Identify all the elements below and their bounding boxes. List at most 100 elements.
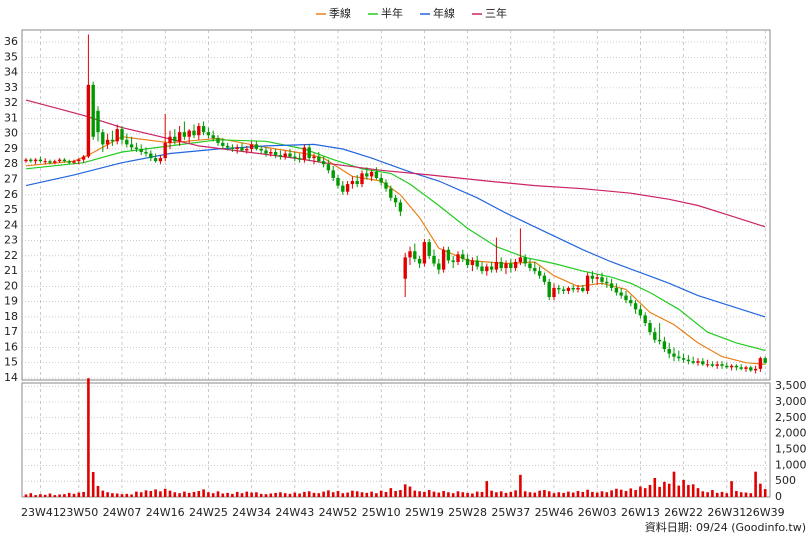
volume-bar [701, 491, 705, 497]
candle-body [374, 171, 379, 178]
candle-body [504, 263, 508, 269]
volume-bar [735, 490, 738, 497]
candle-body [206, 132, 211, 136]
volume-bar [130, 494, 133, 497]
candle-body [744, 367, 748, 369]
candle-body [437, 263, 441, 270]
volume-bar [183, 491, 186, 497]
candle-body [619, 292, 623, 296]
volume-bar [715, 492, 719, 497]
y-tick-label: 23 [4, 234, 18, 247]
volume-bar [87, 378, 90, 497]
candle-body [729, 365, 734, 368]
candle-body [293, 156, 297, 159]
volume-bar [552, 493, 556, 497]
y-tick-label: 26 [4, 188, 18, 201]
candle-body [77, 159, 81, 162]
volume-bar [576, 490, 580, 497]
volume-bar [519, 474, 522, 497]
volume-bar [221, 493, 225, 497]
candle-body [331, 170, 335, 178]
candle-body [629, 300, 633, 304]
candle-body [48, 161, 52, 163]
volume-bar [600, 491, 604, 497]
candle-body [163, 142, 167, 159]
volume-bar [58, 494, 61, 497]
candle-body [33, 159, 38, 162]
volume-bar [514, 490, 517, 497]
volume-bar [691, 484, 695, 497]
volume-bar [725, 493, 729, 497]
candle-body [134, 147, 139, 149]
volume-bar [447, 492, 450, 497]
candle-body [379, 177, 383, 183]
volume-bar [615, 488, 618, 497]
volume-bar [34, 495, 37, 497]
y-tick-label: 22 [4, 249, 18, 262]
candle-body [403, 257, 407, 279]
volume-bar [77, 492, 81, 497]
volume-bar [235, 491, 239, 497]
candle-body [571, 287, 575, 290]
x-tick-label: 25W37 [491, 506, 530, 519]
volume-bar [672, 471, 676, 497]
volume-bar [643, 488, 647, 497]
volume-bar [634, 490, 637, 497]
volume-bar [317, 493, 321, 497]
volume-tick-label: 500 [775, 474, 796, 487]
candle-body [422, 242, 427, 264]
x-tick-label: 26W22 [664, 506, 703, 519]
volume-bar [259, 493, 263, 497]
candle-body [749, 367, 753, 371]
volume-bar [288, 493, 292, 497]
candle-body [509, 263, 513, 269]
candle-body [662, 341, 667, 350]
candle-body [389, 188, 393, 198]
candle-body [57, 159, 62, 162]
candle-body [398, 202, 403, 212]
volume-bar [533, 492, 537, 497]
volume-bar [283, 493, 287, 497]
volume-bar [730, 481, 733, 497]
volume-bar [523, 491, 527, 497]
volume-bar [591, 491, 594, 497]
candle-body [653, 332, 657, 340]
volume-bar [231, 493, 234, 497]
candle-body [489, 266, 494, 270]
volume-bar [605, 492, 609, 497]
volume-bar [197, 490, 201, 497]
volume-bar [427, 490, 431, 497]
volume-bar [629, 488, 633, 497]
candle-body [350, 181, 355, 185]
candle-body [475, 260, 479, 267]
candle-body [576, 287, 580, 290]
candle-body [365, 173, 369, 177]
volume-bar [106, 492, 109, 497]
candle-body [432, 255, 436, 264]
candle-body [120, 129, 124, 140]
volume-bar [384, 491, 388, 497]
candle-body [528, 263, 532, 269]
volume-bar [504, 492, 508, 497]
volume-panel [21, 382, 771, 498]
x-tick-label: 23W50 [59, 506, 98, 519]
candle-body [192, 130, 196, 136]
volume-bar [72, 493, 76, 497]
volume-bar [24, 494, 28, 497]
candle-body [360, 173, 364, 185]
volume-bar [711, 490, 714, 497]
candle-body [53, 161, 57, 163]
volume-bar [567, 491, 570, 497]
candle-body [456, 254, 460, 262]
volume-bar [43, 494, 47, 497]
candle-body [240, 147, 244, 151]
candle-body [677, 356, 681, 359]
y-tick-label: 29 [4, 142, 18, 155]
candle-body [249, 144, 254, 149]
volume-bar [82, 491, 85, 497]
candle-body [62, 159, 67, 162]
candle-body [254, 144, 259, 149]
candle-body [211, 135, 215, 139]
candle-body [518, 257, 523, 262]
candle-body [513, 261, 518, 269]
